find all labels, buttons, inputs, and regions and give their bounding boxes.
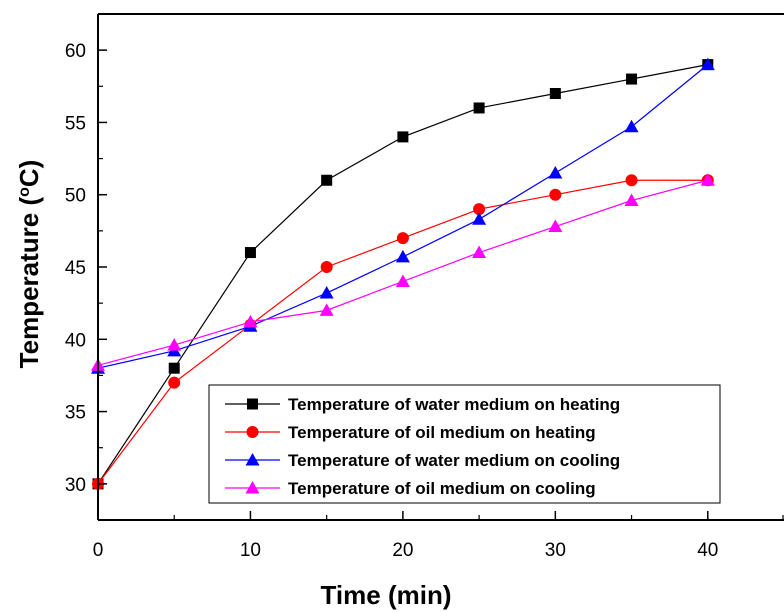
series-4-point (243, 314, 258, 328)
legend-label: Temperature of water medium on heating (288, 395, 620, 414)
series-3-point (472, 212, 487, 225)
series-1-point (549, 88, 561, 100)
y-tick-label: 40 (65, 330, 86, 351)
x-axis-title: Time (min) (321, 580, 452, 610)
legend-item: Temperature of water medium on heating (225, 395, 620, 414)
series-1-point (244, 247, 256, 259)
series-4-point (395, 274, 410, 287)
series-1-point (168, 362, 180, 374)
series-4-point (548, 219, 563, 233)
x-tick-label: 0 (93, 540, 104, 561)
y-tick-label: 50 (65, 186, 86, 207)
legend-box (208, 384, 721, 504)
legend-item: Temperature of oil medium on heating (225, 423, 596, 442)
axes (97, 13, 784, 521)
series-4-point (319, 303, 334, 316)
legend: Temperature of water medium on heating Te… (208, 384, 721, 504)
legend-label: Temperature of oil medium on heating (288, 423, 596, 442)
legend-item: Temperature of water medium on cooling (225, 451, 620, 470)
y-tick-label: 55 (65, 113, 86, 134)
series-1-point (321, 174, 333, 186)
series-3-point (624, 119, 639, 133)
series-4 (91, 173, 715, 371)
series-1-point (626, 73, 638, 85)
y-axis-title-degree: o (16, 187, 33, 197)
series-4-point (472, 245, 487, 259)
series-2-point (549, 188, 562, 201)
series-4-point (700, 173, 715, 186)
legend-label: Temperature of oil medium on cooling (288, 479, 596, 498)
tick-labels: 30 35 40 45 50 55 60 0 10 20 30 40 (65, 41, 718, 561)
y-tick-label: 30 (65, 475, 86, 496)
y-tick-label: 45 (65, 258, 86, 279)
series-2-point (473, 203, 486, 216)
series-4-point (167, 338, 182, 351)
series-2-point (625, 174, 638, 187)
x-tick-label: 10 (240, 540, 261, 561)
series-4-point (624, 193, 639, 206)
y-axis-title: Temperature (oC) (14, 160, 44, 369)
series-3-point (319, 286, 334, 299)
y-tick-label: 60 (65, 41, 86, 62)
legend-swatch-marker (245, 453, 260, 466)
series-3-point (548, 166, 563, 179)
series-3-point (395, 249, 410, 263)
series-2-point (168, 376, 181, 389)
legend-label: Temperature of water medium on cooling (288, 451, 620, 470)
series-1-point (397, 131, 409, 143)
legend-swatch-marker (246, 426, 259, 438)
x-tick-label: 30 (545, 540, 566, 561)
legend-swatch-marker (247, 398, 258, 410)
series-2-point (396, 232, 409, 245)
series-1-point (473, 102, 485, 114)
legend-item: Temperature of oil medium on cooling (225, 479, 596, 498)
y-axis-title-main: Temperature ( (14, 197, 44, 369)
y-axis-title-tail: C) (14, 160, 44, 187)
x-tick-label: 20 (392, 540, 413, 561)
x-tick-label: 40 (697, 540, 718, 561)
y-tick-label: 35 (65, 403, 86, 424)
series-2-point (320, 261, 333, 273)
legend-swatch-marker (245, 481, 260, 494)
series-3-point (700, 57, 715, 71)
series-layer (91, 57, 715, 490)
